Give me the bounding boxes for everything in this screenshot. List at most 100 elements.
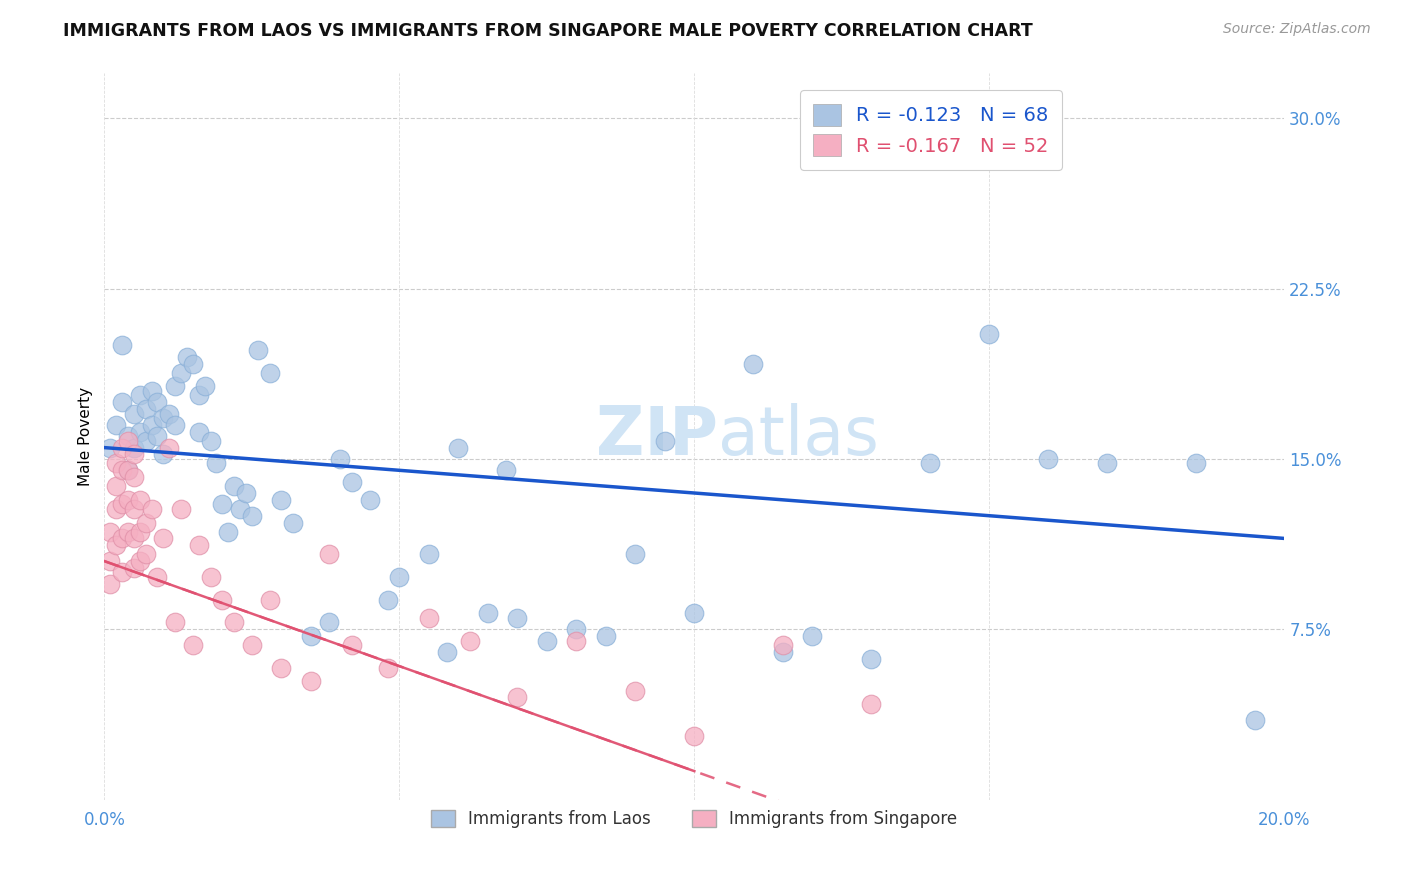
- Point: [624, 547, 647, 561]
- Point: [624, 683, 647, 698]
- Point: [259, 592, 281, 607]
- Point: [135, 434, 157, 448]
- Point: [122, 447, 145, 461]
- Point: [359, 492, 381, 507]
- Point: [683, 729, 706, 743]
- Point: [860, 697, 883, 711]
- Point: [135, 402, 157, 417]
- Point: [105, 457, 128, 471]
- Point: [141, 502, 163, 516]
- Point: [477, 607, 499, 621]
- Point: [157, 407, 180, 421]
- Point: [181, 638, 204, 652]
- Point: [111, 463, 134, 477]
- Point: [506, 690, 529, 705]
- Text: Source: ZipAtlas.com: Source: ZipAtlas.com: [1223, 22, 1371, 37]
- Point: [377, 592, 399, 607]
- Point: [920, 457, 942, 471]
- Point: [165, 615, 187, 630]
- Text: ZIP: ZIP: [596, 403, 718, 469]
- Point: [536, 633, 558, 648]
- Point: [388, 570, 411, 584]
- Point: [200, 434, 222, 448]
- Point: [240, 638, 263, 652]
- Point: [187, 425, 209, 439]
- Point: [595, 629, 617, 643]
- Point: [117, 429, 139, 443]
- Point: [135, 547, 157, 561]
- Point: [270, 492, 292, 507]
- Point: [495, 463, 517, 477]
- Text: atlas: atlas: [718, 403, 879, 469]
- Point: [176, 350, 198, 364]
- Point: [117, 434, 139, 448]
- Point: [235, 486, 257, 500]
- Point: [170, 502, 193, 516]
- Point: [157, 441, 180, 455]
- Point: [146, 429, 169, 443]
- Point: [565, 633, 588, 648]
- Point: [165, 417, 187, 432]
- Point: [117, 463, 139, 477]
- Point: [1097, 457, 1119, 471]
- Point: [217, 524, 239, 539]
- Point: [318, 547, 340, 561]
- Point: [205, 457, 228, 471]
- Point: [117, 524, 139, 539]
- Point: [105, 417, 128, 432]
- Point: [742, 357, 765, 371]
- Point: [772, 645, 794, 659]
- Point: [187, 388, 209, 402]
- Point: [105, 538, 128, 552]
- Point: [105, 479, 128, 493]
- Point: [128, 388, 150, 402]
- Point: [224, 615, 246, 630]
- Point: [772, 638, 794, 652]
- Point: [860, 652, 883, 666]
- Point: [152, 532, 174, 546]
- Point: [187, 538, 209, 552]
- Point: [111, 532, 134, 546]
- Point: [229, 502, 252, 516]
- Point: [122, 441, 145, 455]
- Y-axis label: Male Poverty: Male Poverty: [79, 387, 93, 486]
- Point: [283, 516, 305, 530]
- Point: [128, 554, 150, 568]
- Point: [117, 492, 139, 507]
- Point: [98, 524, 121, 539]
- Point: [683, 607, 706, 621]
- Point: [211, 497, 233, 511]
- Point: [418, 547, 440, 561]
- Point: [111, 497, 134, 511]
- Point: [122, 407, 145, 421]
- Point: [979, 327, 1001, 342]
- Point: [270, 661, 292, 675]
- Point: [122, 502, 145, 516]
- Point: [200, 570, 222, 584]
- Point: [128, 425, 150, 439]
- Point: [141, 417, 163, 432]
- Point: [224, 479, 246, 493]
- Point: [111, 566, 134, 580]
- Point: [1038, 452, 1060, 467]
- Point: [146, 570, 169, 584]
- Point: [329, 452, 352, 467]
- Point: [111, 441, 134, 455]
- Point: [240, 508, 263, 523]
- Point: [170, 366, 193, 380]
- Point: [340, 638, 363, 652]
- Point: [146, 395, 169, 409]
- Point: [122, 561, 145, 575]
- Point: [122, 532, 145, 546]
- Point: [1243, 713, 1265, 727]
- Point: [135, 516, 157, 530]
- Point: [111, 395, 134, 409]
- Point: [418, 611, 440, 625]
- Point: [165, 379, 187, 393]
- Point: [111, 338, 134, 352]
- Point: [565, 622, 588, 636]
- Point: [152, 411, 174, 425]
- Point: [141, 384, 163, 398]
- Point: [299, 674, 322, 689]
- Point: [436, 645, 458, 659]
